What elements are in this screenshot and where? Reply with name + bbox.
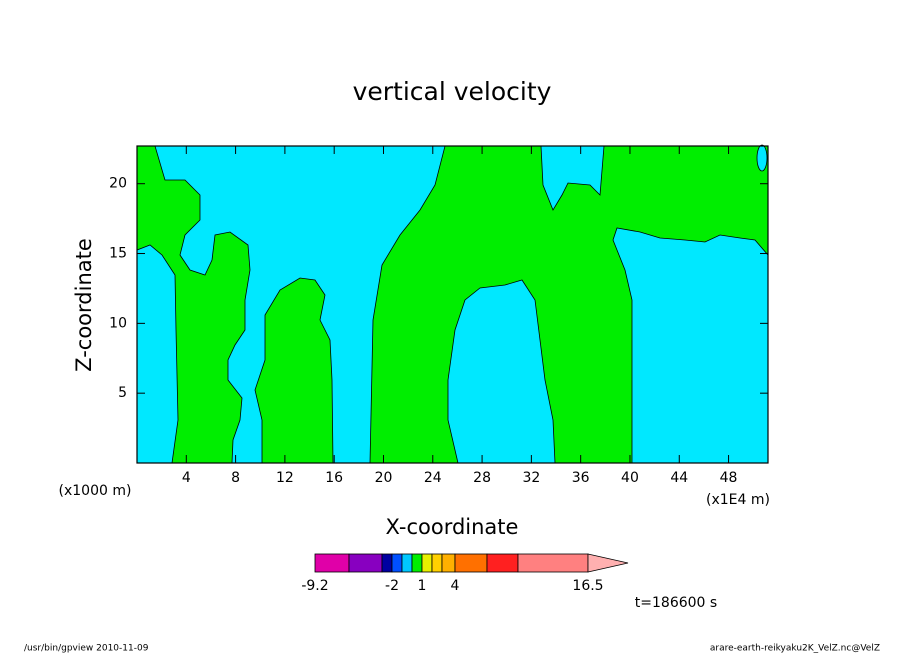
x-tick-label: 32 bbox=[522, 470, 540, 486]
plot-frame bbox=[136, 145, 769, 464]
colorbar-segment bbox=[411, 553, 423, 573]
contour-region bbox=[254, 277, 334, 464]
x-tick-label: 40 bbox=[621, 470, 639, 486]
colorbar-segment bbox=[431, 553, 443, 573]
colorbar-segment bbox=[401, 553, 413, 573]
plot-area bbox=[136, 144, 769, 464]
y-tick-label: 15 bbox=[109, 246, 127, 262]
colorbar-segment bbox=[441, 553, 456, 573]
colorbar-segment bbox=[314, 553, 350, 573]
colorbar-segment bbox=[348, 553, 383, 573]
colorbar-label: 16.5 bbox=[572, 578, 603, 594]
colorbar-segment bbox=[391, 553, 403, 573]
colorbar-label: 4 bbox=[451, 578, 460, 594]
y-tick-label: 10 bbox=[109, 315, 127, 331]
x-tick-label: 20 bbox=[375, 470, 393, 486]
x-tick-label: 48 bbox=[720, 470, 738, 486]
chart-title: vertical velocity bbox=[353, 77, 552, 106]
footer-left: /usr/bin/gpview 2010-11-09 bbox=[24, 644, 149, 654]
time-label: t=186600 s bbox=[635, 595, 717, 611]
y-tick-label: 20 bbox=[109, 176, 127, 192]
colorbar-segment bbox=[381, 553, 393, 573]
x-tick-label: 28 bbox=[473, 470, 491, 486]
colorbar-segment bbox=[421, 553, 433, 573]
contour-region bbox=[136, 145, 251, 464]
x-unit-label: (x1000 m) bbox=[59, 483, 132, 499]
x-tick-label: 8 bbox=[231, 470, 240, 486]
x-tick-label: 12 bbox=[276, 470, 294, 486]
x-axis-title: X-coordinate bbox=[386, 515, 519, 539]
x-tick-label: 44 bbox=[670, 470, 688, 486]
y-tick-label: 5 bbox=[118, 385, 127, 401]
footer-right: arare-earth-reikyaku2K_VelZ.nc@VelZ bbox=[710, 644, 880, 654]
x-tick-label: 16 bbox=[325, 470, 343, 486]
x-tick-label: 24 bbox=[424, 470, 442, 486]
colorbar-extension bbox=[587, 553, 629, 573]
x-unit-label: (x1E4 m) bbox=[706, 492, 770, 508]
colorbar-segment bbox=[517, 553, 589, 573]
colorbar-segment bbox=[454, 553, 488, 573]
colorbar-label: 1 bbox=[418, 578, 427, 594]
colorbar-segment bbox=[486, 553, 519, 573]
contour-region bbox=[756, 144, 768, 172]
x-tick-label: 4 bbox=[182, 470, 191, 486]
y-axis-title: Z-coordinate bbox=[72, 238, 96, 372]
colorbar-label: -2 bbox=[385, 578, 399, 594]
x-tick-label: 36 bbox=[572, 470, 590, 486]
colorbar-label: -9.2 bbox=[301, 578, 328, 594]
